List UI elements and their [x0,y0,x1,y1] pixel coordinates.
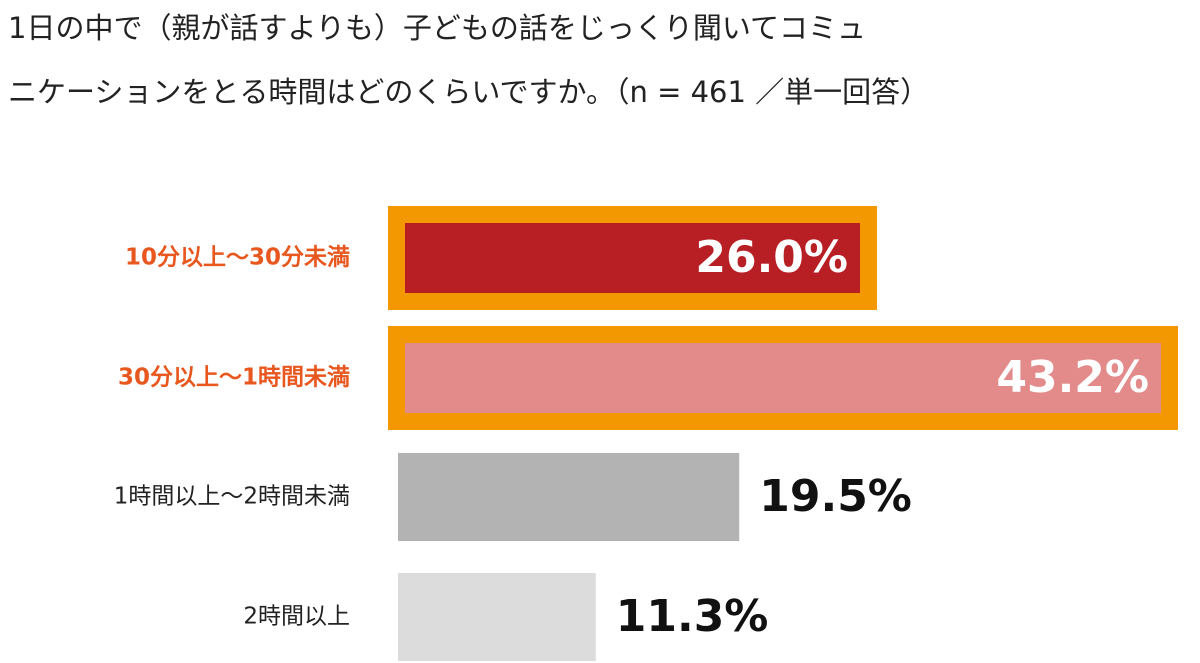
bar [398,453,740,541]
category-label: 30分以上～1時間未満 [118,365,350,391]
bar [405,223,860,293]
value-label: 11.3% [616,591,769,642]
chart-title: 1日の中で（親が話すよりも）子どもの話をじっくり聞いてコミュ [8,11,866,45]
value-label: 26.0% [695,232,848,283]
bar [398,573,596,661]
bar [405,343,1161,413]
chart-title: ニケーションをとる時間はどのくらいですか。（n = 461 ／単一回答） [8,75,929,109]
category-label: 1時間以上～2時間未満 [114,484,350,510]
category-label: 2時間以上 [243,604,350,630]
category-label: 10分以上～30分未満 [125,245,350,271]
value-label: 19.5% [759,471,912,522]
value-label: 43.2% [996,352,1149,403]
